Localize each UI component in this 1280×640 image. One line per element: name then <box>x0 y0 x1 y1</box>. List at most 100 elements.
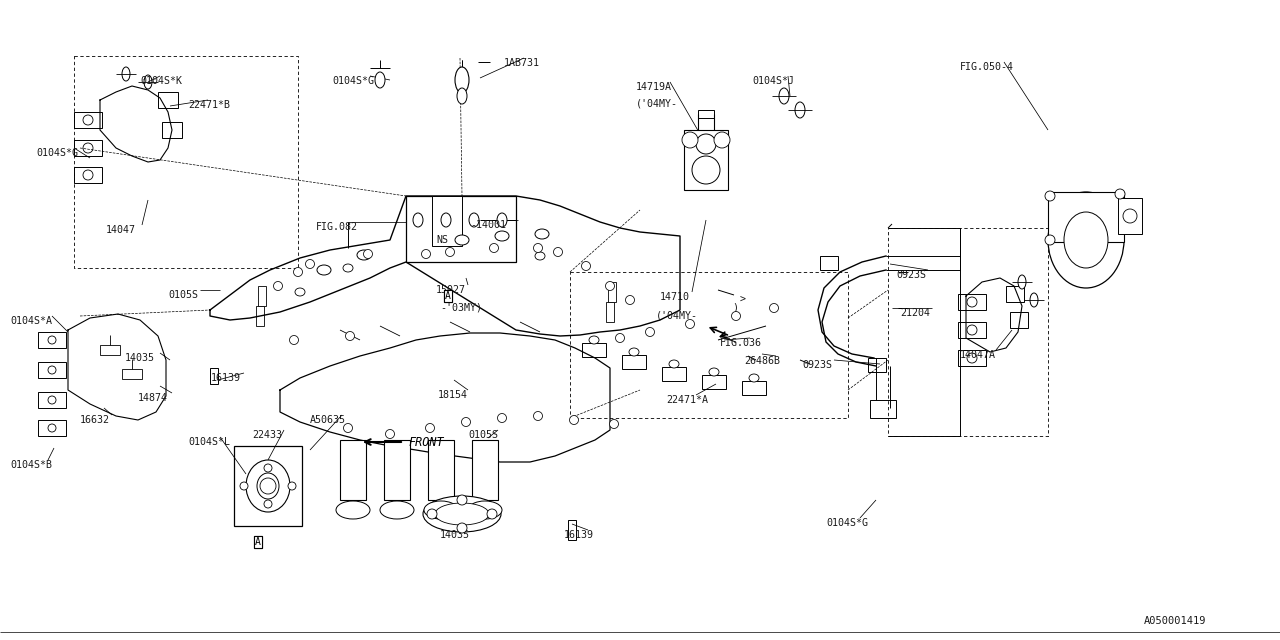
Circle shape <box>489 243 498 253</box>
Ellipse shape <box>442 213 451 227</box>
Circle shape <box>714 132 730 148</box>
Ellipse shape <box>83 170 93 180</box>
Text: 0104S*L: 0104S*L <box>188 437 230 447</box>
Text: 0104S*J: 0104S*J <box>753 76 794 86</box>
Bar <box>870 400 896 418</box>
Ellipse shape <box>49 424 56 432</box>
Ellipse shape <box>966 297 977 307</box>
Circle shape <box>1044 191 1055 201</box>
Circle shape <box>306 259 315 269</box>
Ellipse shape <box>454 235 468 245</box>
Ellipse shape <box>435 503 489 525</box>
Bar <box>157 92 178 108</box>
Bar <box>122 369 142 379</box>
Bar <box>1048 192 1124 242</box>
Text: ('04MY-: ('04MY- <box>636 98 678 108</box>
Bar <box>38 332 67 348</box>
Ellipse shape <box>257 473 279 499</box>
Text: 14719A: 14719A <box>636 82 672 92</box>
Circle shape <box>553 248 562 257</box>
Circle shape <box>425 424 434 433</box>
Bar <box>684 130 728 190</box>
Ellipse shape <box>589 336 599 344</box>
Text: A: A <box>255 537 261 547</box>
Circle shape <box>609 419 618 429</box>
Circle shape <box>626 296 635 305</box>
Bar <box>582 343 605 357</box>
Text: 21204: 21204 <box>900 308 931 318</box>
Circle shape <box>581 262 590 271</box>
Bar <box>820 256 838 270</box>
Ellipse shape <box>696 134 716 154</box>
Circle shape <box>682 132 698 148</box>
Bar <box>868 358 886 372</box>
Text: A: A <box>255 537 261 547</box>
Ellipse shape <box>246 460 291 512</box>
Text: -14001: -14001 <box>470 220 506 230</box>
Circle shape <box>686 319 695 328</box>
Circle shape <box>385 429 394 438</box>
Bar <box>698 110 714 118</box>
Circle shape <box>241 482 248 490</box>
Text: 14035: 14035 <box>440 530 470 540</box>
Bar <box>38 362 67 378</box>
Ellipse shape <box>343 264 353 272</box>
Circle shape <box>264 464 273 472</box>
Text: 0104S*G: 0104S*G <box>332 76 374 86</box>
Text: 1AB731: 1AB731 <box>504 58 540 68</box>
Circle shape <box>1115 189 1125 199</box>
Text: FRONT: FRONT <box>408 435 444 449</box>
Text: 0104S*G: 0104S*G <box>826 518 868 528</box>
Circle shape <box>534 243 543 253</box>
Ellipse shape <box>749 374 759 382</box>
Ellipse shape <box>1030 293 1038 307</box>
Circle shape <box>605 282 614 291</box>
Bar <box>662 367 686 381</box>
Bar <box>74 140 102 156</box>
Bar <box>472 440 498 500</box>
Bar <box>957 322 986 338</box>
Ellipse shape <box>1018 275 1027 289</box>
Bar <box>957 294 986 310</box>
Text: 0923S: 0923S <box>896 270 925 280</box>
Bar <box>38 420 67 436</box>
Circle shape <box>288 482 296 490</box>
Circle shape <box>264 500 273 508</box>
Circle shape <box>343 424 352 433</box>
Ellipse shape <box>424 501 458 519</box>
Text: FIG.050-4: FIG.050-4 <box>960 62 1014 72</box>
Ellipse shape <box>49 366 56 374</box>
Ellipse shape <box>535 252 545 260</box>
Bar <box>957 350 986 366</box>
Ellipse shape <box>357 250 371 260</box>
Bar <box>234 446 302 526</box>
Text: 26486B: 26486B <box>744 356 780 366</box>
Bar <box>701 375 726 389</box>
Text: 0104S*A: 0104S*A <box>10 316 52 326</box>
Bar <box>100 345 120 355</box>
Text: 14047: 14047 <box>106 225 136 235</box>
Ellipse shape <box>468 213 479 227</box>
Bar <box>384 440 410 500</box>
Text: FIG.082: FIG.082 <box>316 222 358 232</box>
Ellipse shape <box>495 231 509 241</box>
Circle shape <box>421 250 430 259</box>
Ellipse shape <box>1123 209 1137 223</box>
Polygon shape <box>280 333 611 462</box>
Ellipse shape <box>497 213 507 227</box>
Ellipse shape <box>468 501 502 519</box>
Circle shape <box>457 523 467 533</box>
Text: 16139: 16139 <box>211 373 241 383</box>
Bar <box>742 381 765 395</box>
Bar <box>622 355 646 369</box>
Text: 22471*A: 22471*A <box>666 395 708 405</box>
Text: 14874: 14874 <box>138 393 168 403</box>
Text: 0104S*G: 0104S*G <box>36 148 78 158</box>
Text: 15027: 15027 <box>436 285 466 295</box>
Circle shape <box>731 312 741 321</box>
Circle shape <box>364 250 372 259</box>
Ellipse shape <box>692 156 719 184</box>
Text: 0105S: 0105S <box>468 430 498 440</box>
Circle shape <box>260 478 276 494</box>
Circle shape <box>346 332 355 340</box>
